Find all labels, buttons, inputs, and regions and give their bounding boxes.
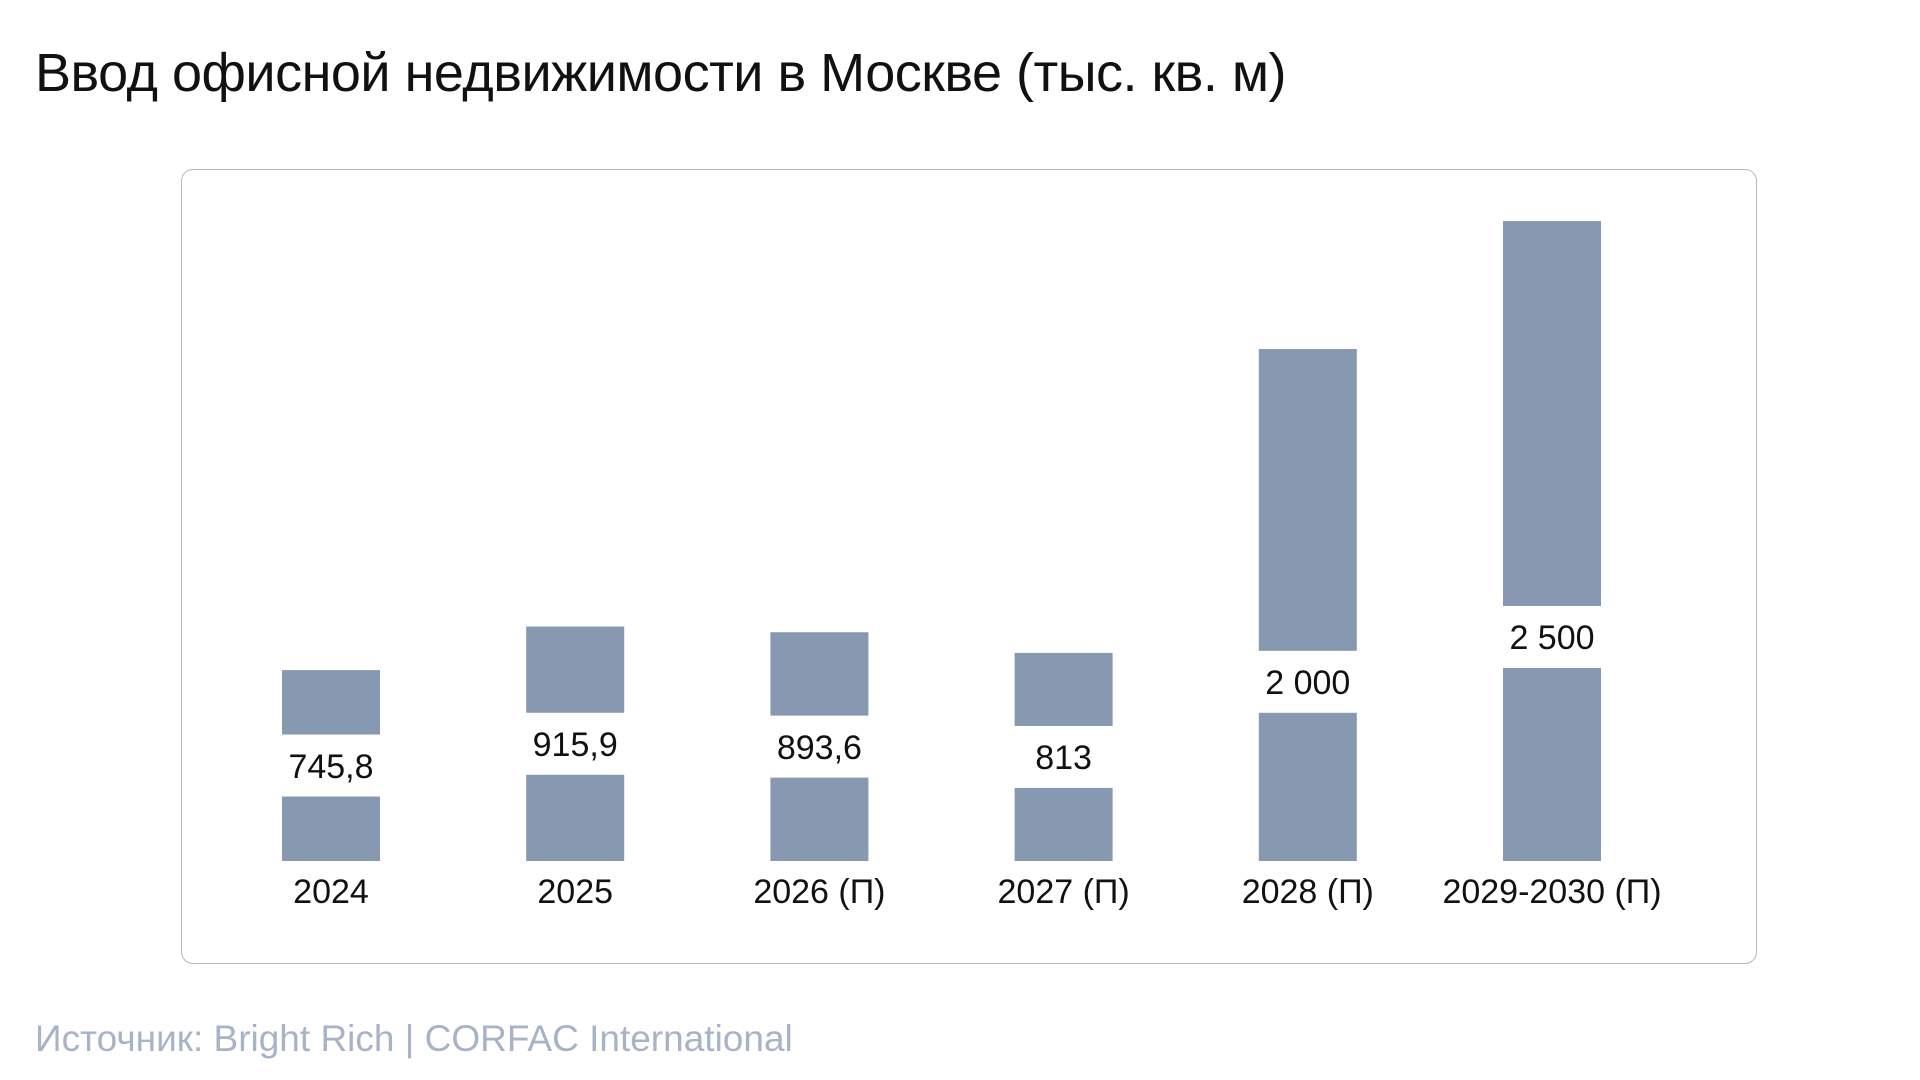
category-label-2: 2026 (П) [753, 873, 885, 911]
value-label-3: 813 [1035, 739, 1092, 777]
category-label-0: 2024 [293, 873, 369, 911]
category-label-1: 2025 [537, 873, 613, 911]
category-label-4: 2028 (П) [1242, 873, 1374, 911]
bar-label-gap-1 [525, 712, 626, 775]
value-label-4: 2 000 [1265, 664, 1350, 702]
source-note: Источник: Bright Rich | CORFAC Internati… [35, 1018, 793, 1059]
chart-panel: 745,8 2024 915,9 2025 893,6 2026 (П) 813 2027 (… [181, 169, 1757, 964]
bar-label-gap-5 [1502, 606, 1602, 668]
page-title: Ввод офисной недвижимости в Москве (тыс.… [35, 43, 1286, 103]
value-label-5: 2 500 [1509, 619, 1594, 657]
bar-5 [1503, 221, 1601, 861]
bar-label-gap-4 [1257, 650, 1358, 713]
value-label-2: 893,6 [777, 729, 862, 767]
value-label-1: 915,9 [533, 726, 618, 764]
bar-label-gap-2 [769, 715, 870, 778]
bar-label-gap-0 [281, 734, 381, 797]
value-label-0: 745,8 [288, 748, 373, 786]
bar-4 [1258, 349, 1357, 861]
category-label-5: 2029-2030 (П) [1442, 873, 1661, 911]
category-label-3: 2027 (П) [998, 873, 1130, 911]
bar-label-gap-3 [1013, 725, 1114, 788]
bar-chart: 745,8 2024 915,9 2025 893,6 2026 (П) 813 2027 (… [281, 221, 1662, 911]
